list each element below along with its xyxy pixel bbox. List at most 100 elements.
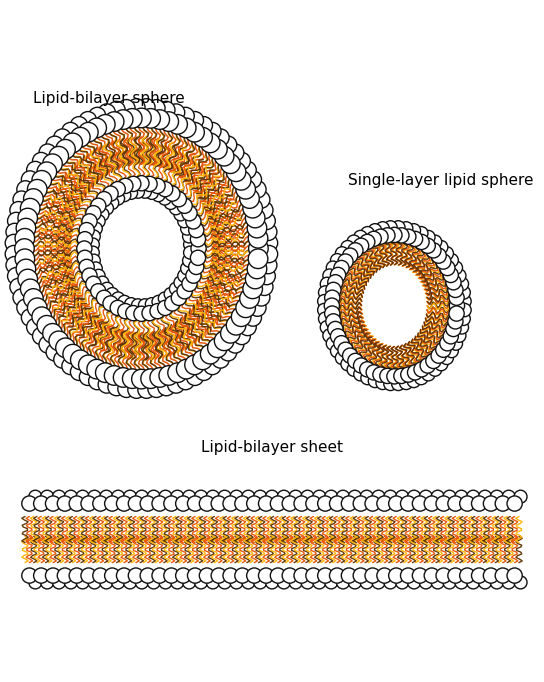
Circle shape: [365, 568, 380, 583]
Circle shape: [270, 496, 286, 512]
Circle shape: [101, 282, 114, 295]
Circle shape: [206, 576, 219, 589]
Circle shape: [449, 306, 464, 321]
Circle shape: [103, 296, 118, 311]
Circle shape: [419, 576, 432, 589]
Circle shape: [325, 306, 340, 321]
Circle shape: [412, 496, 428, 512]
Circle shape: [334, 336, 349, 351]
Circle shape: [186, 112, 203, 129]
Circle shape: [100, 576, 113, 589]
Circle shape: [387, 369, 402, 384]
Circle shape: [366, 231, 381, 246]
Circle shape: [353, 496, 368, 512]
Circle shape: [113, 110, 133, 130]
Circle shape: [353, 568, 368, 583]
Circle shape: [338, 342, 353, 357]
Circle shape: [186, 368, 203, 385]
Circle shape: [171, 576, 184, 589]
Circle shape: [177, 198, 192, 213]
Circle shape: [325, 490, 338, 503]
Circle shape: [395, 576, 409, 589]
Circle shape: [81, 568, 96, 583]
Circle shape: [428, 235, 442, 248]
Circle shape: [46, 496, 61, 512]
Circle shape: [301, 490, 314, 503]
Circle shape: [112, 192, 125, 205]
Circle shape: [226, 316, 246, 335]
Circle shape: [176, 496, 191, 512]
Circle shape: [89, 372, 106, 389]
Circle shape: [112, 576, 125, 589]
Circle shape: [6, 223, 23, 241]
Circle shape: [502, 490, 515, 503]
Circle shape: [21, 279, 40, 299]
Circle shape: [218, 490, 231, 503]
Circle shape: [211, 568, 226, 583]
Circle shape: [341, 568, 356, 583]
Circle shape: [134, 176, 149, 191]
Circle shape: [185, 122, 205, 142]
Circle shape: [148, 100, 165, 117]
Circle shape: [326, 314, 341, 329]
Circle shape: [212, 351, 229, 368]
Circle shape: [407, 576, 421, 589]
Circle shape: [294, 568, 309, 583]
Circle shape: [366, 365, 381, 380]
Circle shape: [158, 300, 173, 316]
Circle shape: [436, 568, 451, 583]
Circle shape: [245, 208, 265, 228]
Circle shape: [177, 284, 192, 299]
Circle shape: [132, 299, 145, 312]
Circle shape: [231, 170, 251, 190]
Circle shape: [200, 344, 220, 364]
Circle shape: [387, 227, 402, 243]
Circle shape: [150, 368, 170, 387]
Circle shape: [343, 248, 358, 263]
Circle shape: [41, 576, 54, 589]
Circle shape: [176, 568, 191, 583]
Circle shape: [71, 128, 90, 147]
Circle shape: [436, 254, 451, 269]
Circle shape: [32, 307, 52, 327]
Circle shape: [21, 198, 40, 218]
Circle shape: [467, 490, 480, 503]
Circle shape: [158, 192, 171, 205]
Circle shape: [116, 496, 132, 512]
Circle shape: [360, 361, 375, 377]
Circle shape: [190, 250, 206, 265]
Circle shape: [128, 496, 144, 512]
Circle shape: [150, 178, 165, 194]
Circle shape: [327, 275, 343, 290]
Circle shape: [289, 576, 302, 589]
Circle shape: [343, 348, 358, 364]
Circle shape: [372, 576, 385, 589]
Circle shape: [240, 288, 259, 308]
Circle shape: [426, 243, 441, 258]
Circle shape: [135, 490, 149, 503]
Circle shape: [183, 254, 195, 267]
Circle shape: [141, 369, 160, 389]
Circle shape: [208, 338, 227, 357]
Circle shape: [112, 490, 125, 503]
Circle shape: [147, 576, 160, 589]
Circle shape: [380, 228, 395, 243]
Circle shape: [138, 299, 151, 312]
Circle shape: [248, 249, 268, 269]
Circle shape: [380, 368, 395, 383]
Circle shape: [448, 496, 463, 512]
Circle shape: [446, 321, 461, 337]
Circle shape: [89, 107, 106, 125]
Circle shape: [104, 568, 120, 583]
Circle shape: [384, 221, 397, 234]
Circle shape: [158, 379, 175, 396]
Circle shape: [69, 568, 84, 583]
Circle shape: [361, 371, 374, 385]
Circle shape: [395, 490, 409, 503]
Circle shape: [18, 208, 38, 228]
Circle shape: [457, 312, 470, 325]
Circle shape: [96, 208, 109, 221]
Circle shape: [265, 576, 279, 589]
Circle shape: [445, 344, 459, 357]
Circle shape: [223, 568, 238, 583]
